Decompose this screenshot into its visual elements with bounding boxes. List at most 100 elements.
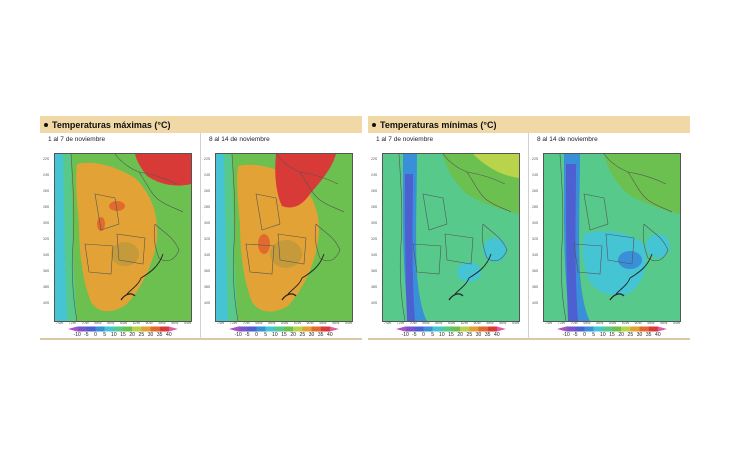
- border-line: [398, 154, 406, 321]
- lon-tick: 68W: [422, 321, 430, 325]
- temperature-region: [270, 240, 302, 268]
- legend-tick: 10: [272, 332, 278, 338]
- lon-tick: 58W: [486, 321, 494, 325]
- lon-tick: 54W: [184, 321, 192, 325]
- lon-tick: 70W: [81, 321, 89, 325]
- legend-bar: [396, 326, 506, 332]
- lat-tick: 28S: [532, 205, 539, 209]
- legend-tick: 30: [636, 332, 643, 338]
- legend-swatch: [95, 326, 105, 332]
- lat-tick: 34S: [371, 253, 378, 257]
- legend-swatch: [77, 326, 87, 332]
- legend-tick: 30: [475, 332, 482, 338]
- coastline: [615, 253, 653, 295]
- map-svg: [544, 154, 680, 321]
- lon-tick: 74W: [545, 321, 553, 325]
- temperature-region: [604, 154, 680, 214]
- legend-swatch: [68, 326, 78, 332]
- legend-swatch: [302, 326, 312, 332]
- temperature-region: [473, 154, 519, 178]
- lon-tick: 72W: [68, 321, 76, 325]
- legend-swatch: [238, 326, 248, 332]
- lat-tick: 26S: [532, 189, 539, 193]
- temperature-region: [224, 154, 238, 321]
- temperature-region: [646, 234, 670, 258]
- lon-tick: 56W: [171, 321, 179, 325]
- legend-swatch: [293, 326, 303, 332]
- lat-ticks: 22S 24S 26S 28S 30S 32S 34S 36S 38S 40S: [43, 157, 53, 317]
- legend-tick: 25: [299, 332, 306, 338]
- lon-tick: 66W: [268, 321, 276, 325]
- lon-tick: 58W: [319, 321, 327, 325]
- temperature-region: [97, 217, 105, 231]
- lat-tick: 24S: [532, 173, 539, 177]
- lat-tick: 30S: [371, 221, 378, 225]
- panel-min-temperatures: Temperaturas mínimas (°C) 1 al 7 de novi…: [368, 116, 690, 340]
- legend-swatch: [274, 326, 285, 332]
- lat-tick: 38S: [204, 285, 211, 289]
- lon-tick: 54W: [345, 321, 353, 325]
- legend-swatch: [612, 326, 622, 332]
- legend-swatch: [311, 326, 321, 332]
- legend-swatch: [566, 326, 576, 332]
- legend-tick: -5: [245, 332, 250, 338]
- legend-tick: 35: [484, 332, 491, 338]
- map-max-week2: 8 al 14 de noviembre 22S 24S 26S 28S 30S 32S 3…: [201, 133, 362, 340]
- border-line: [138, 171, 184, 213]
- color-legend: -10 -5 0 5 10 15 20 25 30 35 40: [547, 326, 677, 340]
- lon-tick: 66W: [107, 321, 115, 325]
- coastline: [126, 253, 164, 295]
- legend-tick: 15: [609, 332, 615, 338]
- lon-tick: 56W: [660, 321, 668, 325]
- lat-tick: 26S: [43, 189, 50, 193]
- lat-tick: 38S: [532, 285, 539, 289]
- legend-swatch: [414, 326, 424, 332]
- lon-tick: 68W: [94, 321, 102, 325]
- legend-swatch: [123, 326, 133, 332]
- lat-tick: 24S: [43, 173, 50, 177]
- lon-tick: 56W: [332, 321, 340, 325]
- lon-tick: 74W: [56, 321, 64, 325]
- legend-tick: -10: [73, 332, 81, 338]
- color-legend: -10 -5 0 5 10 15 20 25 30 35 40: [219, 326, 349, 340]
- temperature-map: [215, 153, 353, 322]
- border-line: [605, 233, 635, 265]
- legend-swatch: [557, 326, 567, 332]
- legend-tick: 25: [627, 332, 634, 338]
- border-line: [245, 243, 275, 275]
- lon-tick: 72W: [557, 321, 565, 325]
- lon-tick: 58W: [158, 321, 166, 325]
- temperature-region: [405, 174, 415, 321]
- border-line: [642, 223, 669, 262]
- map-svg: [55, 154, 191, 321]
- map-min-week2: 8 al 14 de noviembre 22S 24S 26S 28S 30S 32S 3…: [529, 133, 690, 340]
- legend-tick: 25: [138, 332, 145, 338]
- border-line: [573, 243, 603, 275]
- panel-max-temperatures: Temperaturas máximas (°C) 1 al 7 de novi…: [40, 116, 362, 340]
- legend-tick: 20: [618, 332, 624, 338]
- legend-swatch: [168, 326, 178, 332]
- legend-tick: 5: [264, 332, 268, 338]
- legend-tick: 15: [281, 332, 287, 338]
- border-line: [277, 233, 307, 265]
- temperature-region: [582, 231, 647, 296]
- legend-labels: -10 -5 0 5 10 15 20 25 30 35 40: [58, 332, 188, 340]
- legend-swatch: [593, 326, 604, 332]
- lat-tick: 36S: [371, 269, 378, 273]
- legend-swatch: [496, 326, 506, 332]
- legend-swatch: [396, 326, 406, 332]
- legend-labels: -10 -5 0 5 10 15 20 25 30 35 40: [219, 332, 349, 340]
- lat-tick: 30S: [204, 221, 211, 225]
- lon-tick: 70W: [242, 321, 250, 325]
- temperature-region: [457, 262, 481, 282]
- legend-swatch: [621, 326, 631, 332]
- map-label: 8 al 14 de noviembre: [209, 136, 270, 143]
- map-max-week1: 1 al 7 de noviembre 22S 24S 26S 28S 30S 32S 34…: [40, 133, 201, 340]
- legend-swatch: [229, 326, 239, 332]
- lat-tick: 36S: [204, 269, 211, 273]
- lat-tick: 22S: [371, 157, 378, 161]
- lon-tick: 54W: [512, 321, 520, 325]
- border-line: [481, 223, 508, 262]
- temperature-map: [54, 153, 192, 322]
- legend-swatch: [584, 326, 594, 332]
